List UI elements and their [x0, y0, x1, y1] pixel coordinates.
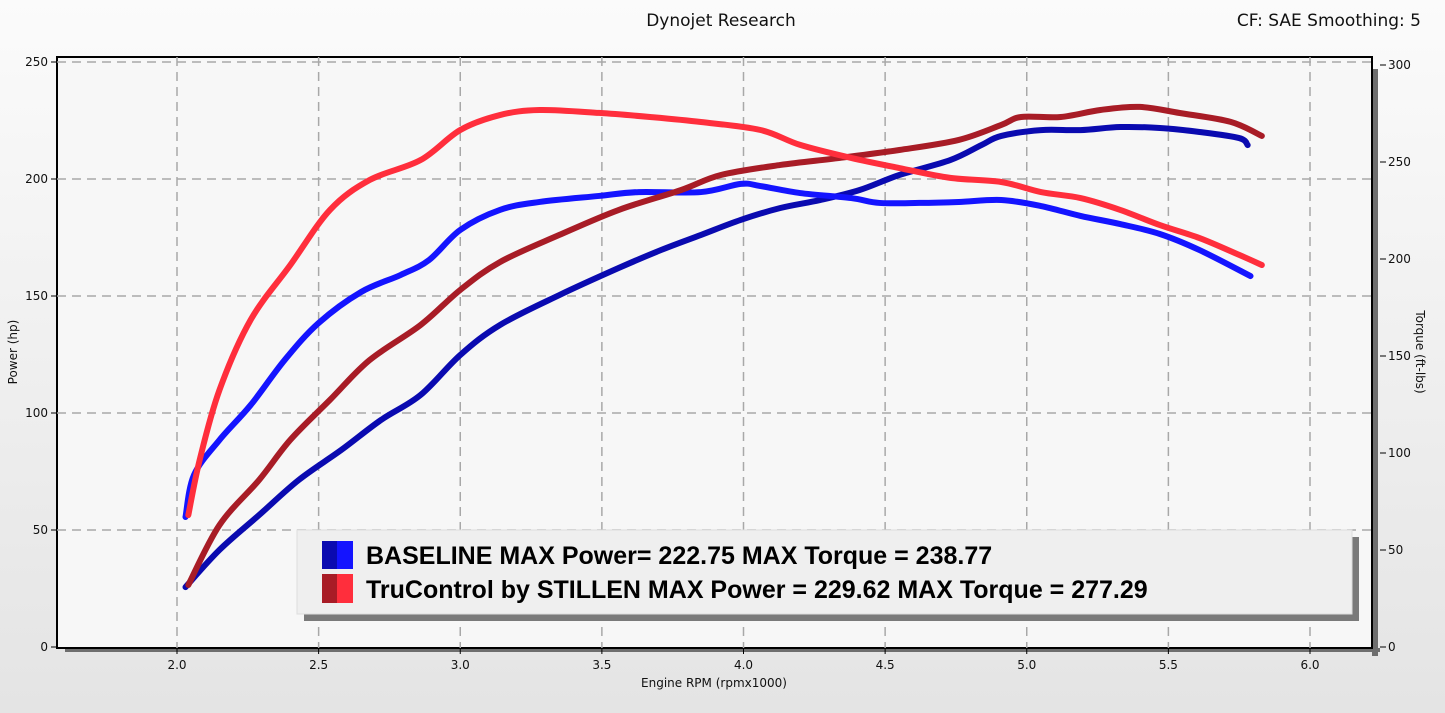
x-tick-label: 4.5: [876, 658, 895, 672]
stillen-torque-line: [185, 106, 1265, 519]
baseline-power-line: [182, 123, 1251, 591]
x-tick-label: 6.0: [1300, 658, 1319, 672]
y2-axis-label: Torque (ft-lbs): [1413, 309, 1427, 393]
stillen-power-line: [185, 103, 1265, 588]
legend: BASELINE MAX Power= 222.75 MAX Torque = …: [296, 529, 1359, 621]
y2-tick-label: 150: [1388, 349, 1411, 363]
frame-shadow-bottom: [65, 648, 1380, 652]
y2-tick-label: 200: [1388, 252, 1411, 266]
y-tick-label: 50: [33, 523, 48, 537]
frame-shadow-right: [1372, 69, 1378, 656]
legend-box: [296, 529, 1353, 615]
y-tick-label: 250: [25, 55, 48, 69]
legend-swatch-baseline-power: [322, 541, 337, 569]
legend-label-stillen: TruControl by STILLEN MAX Power = 229.62…: [366, 576, 1148, 604]
baseline-torque-line: [182, 180, 1254, 521]
x-axis-label: Engine RPM (rpmx1000): [641, 676, 787, 690]
correction-factor-label: CF: SAE Smoothing: 5: [1237, 11, 1421, 31]
x-tick-label: 2.0: [167, 658, 186, 672]
x-tick-label: 3.0: [451, 658, 470, 672]
legend-swatch-baseline-torque: [337, 541, 353, 569]
y2-tick-label: 250: [1388, 155, 1411, 169]
chart-title: Dynojet Research: [646, 11, 796, 31]
y-tick-label: 150: [25, 289, 48, 303]
y2-tick-label: 50: [1388, 543, 1403, 557]
legend-swatch-stillen-power: [322, 574, 337, 603]
y2-tick-label: 300: [1388, 58, 1411, 72]
y2-tick-label: 0: [1388, 640, 1396, 654]
y-tick-label: 200: [25, 172, 48, 186]
y-tick-label: 0: [40, 640, 48, 654]
legend-label-baseline: BASELINE MAX Power= 222.75 MAX Torque = …: [366, 542, 992, 570]
legend-swatch-stillen-torque: [337, 574, 353, 603]
y2-tick-label: 100: [1388, 446, 1411, 460]
x-tick-label: 4.0: [734, 658, 753, 672]
y-axis-label: Power (hp): [6, 320, 20, 385]
x-tick-label: 3.5: [592, 658, 611, 672]
x-tick-label: 5.0: [1017, 658, 1036, 672]
x-tick-label: 2.5: [309, 658, 328, 672]
x-tick-label: 5.5: [1159, 658, 1178, 672]
y-tick-label: 100: [25, 406, 48, 420]
